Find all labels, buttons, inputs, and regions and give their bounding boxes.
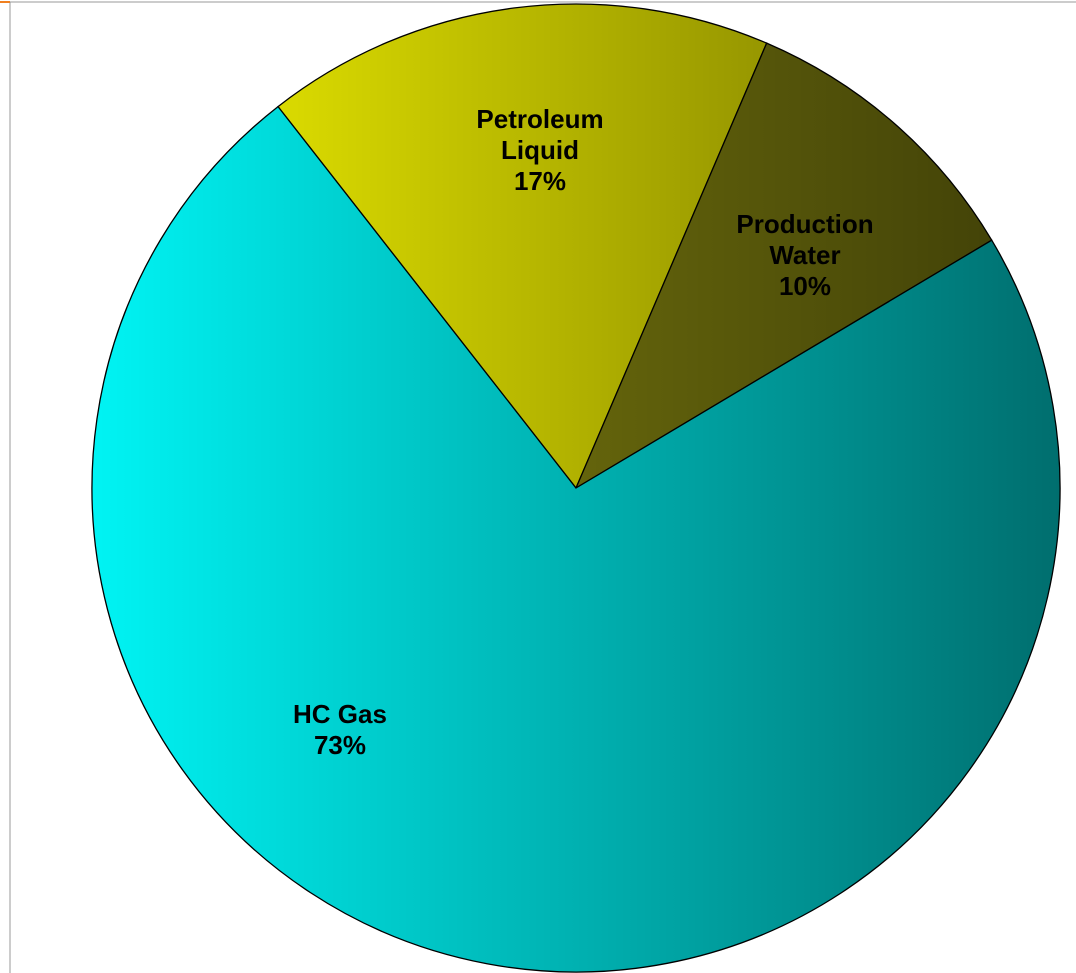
category-label: HC Gas [293, 699, 387, 729]
value-label: 17% [513, 165, 567, 196]
category-label: Production Water [736, 208, 874, 270]
slice-shade [91, 105, 1061, 973]
slice-label: Petroleum Liquid 17% [450, 104, 630, 197]
slice-shade [277, 3, 768, 490]
category-label: Petroleum Liquid [476, 103, 604, 165]
slice-label: Production Water 10% [715, 209, 895, 302]
slice-shade [574, 42, 993, 490]
value-label: 10% [778, 270, 832, 301]
value-label: 73% [313, 730, 367, 760]
slice-label: HC Gas 73% [250, 699, 430, 761]
